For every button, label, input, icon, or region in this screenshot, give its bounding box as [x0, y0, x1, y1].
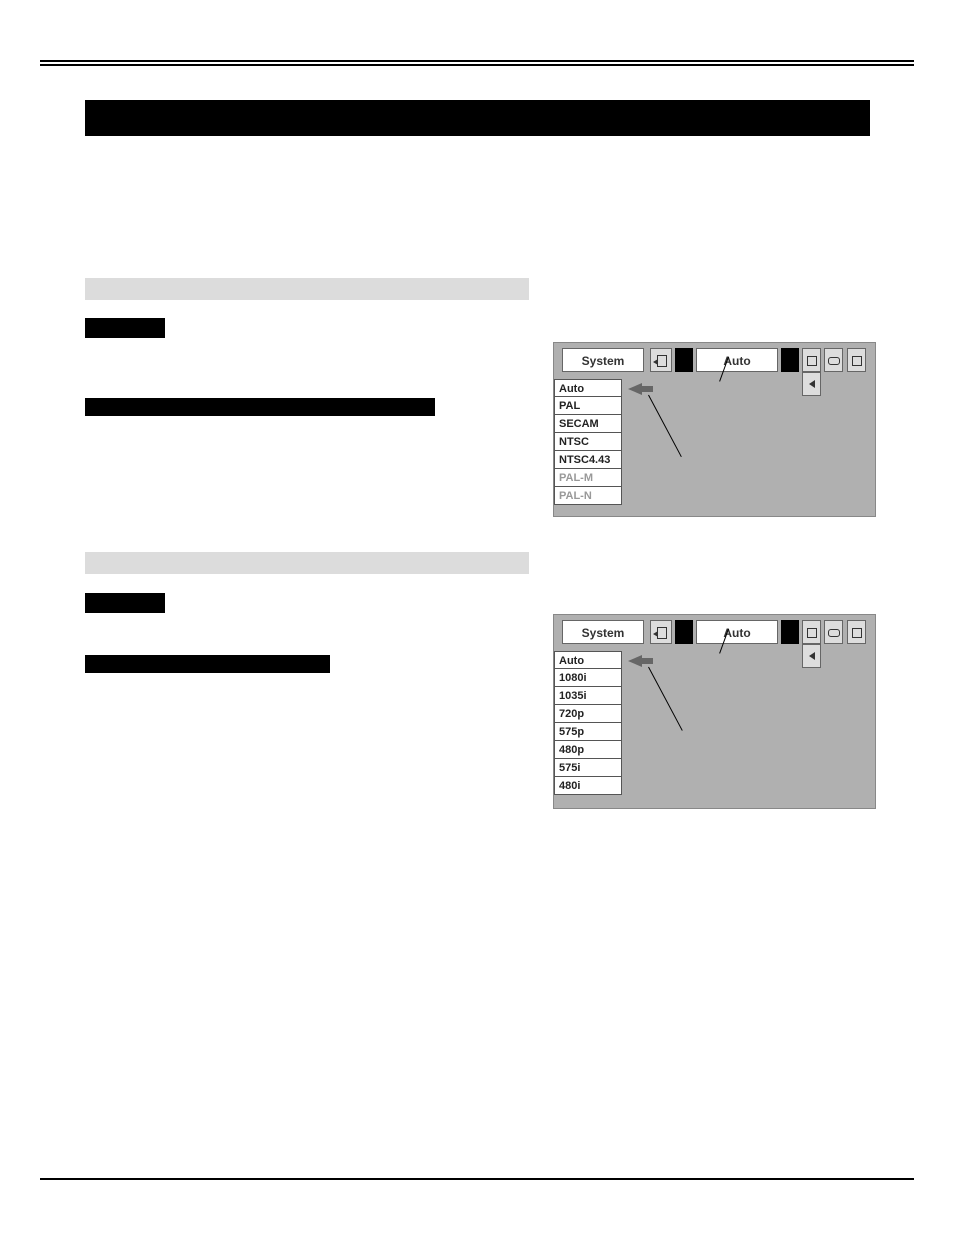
menu-icon-strip: [802, 348, 871, 372]
system-list-item[interactable]: Auto: [554, 651, 622, 669]
bracket-right: [781, 620, 799, 644]
pointer-arrow-icon: [628, 383, 642, 395]
screen-icon[interactable]: [847, 620, 866, 644]
system-list-item[interactable]: 575p: [554, 723, 622, 741]
system-list-item[interactable]: NTSC: [554, 433, 622, 451]
system-list-item[interactable]: 480p: [554, 741, 622, 759]
menu-icon-strip: [802, 620, 871, 644]
page-bottom-rule: [40, 1178, 914, 1180]
bracket-left: [675, 620, 693, 644]
av-system-list: AutoPALSECAMNTSCNTSC4.43PAL-MPAL-N: [554, 379, 622, 505]
nav-icon[interactable]: [802, 372, 821, 396]
menu-current-value[interactable]: Auto: [696, 348, 778, 372]
aspect-icon[interactable]: [802, 348, 821, 372]
body-black-bar-1: [85, 398, 435, 416]
system-list-item[interactable]: PAL-M: [554, 469, 622, 487]
aspect-icon[interactable]: [802, 620, 821, 644]
component-system-list: Auto1080i1035i720p575p480p575i480i: [554, 651, 622, 795]
body-black-bar-2: [85, 655, 330, 673]
system-list-item[interactable]: 575i: [554, 759, 622, 777]
system-list-item[interactable]: 1080i: [554, 669, 622, 687]
system-list-item[interactable]: 720p: [554, 705, 622, 723]
menu-title: System: [562, 620, 644, 644]
system-list-item[interactable]: NTSC4.43: [554, 451, 622, 469]
system-list-item[interactable]: Auto: [554, 379, 622, 397]
bracket-left: [675, 348, 693, 372]
subsection-gray-bar-2: [85, 552, 529, 574]
system-list-item[interactable]: 1035i: [554, 687, 622, 705]
back-icon[interactable]: [650, 348, 672, 372]
system-list-item[interactable]: 480i: [554, 777, 622, 795]
av-system-menu-panel: System Auto AutoPALSECAMNTSCNTSC4.43PAL-…: [553, 342, 876, 517]
callout-line-list: [648, 667, 683, 731]
system-list-item[interactable]: PAL-N: [554, 487, 622, 505]
pointer-arrow-icon: [628, 655, 642, 667]
menu-topbar: System Auto: [562, 348, 871, 374]
bracket-right: [781, 348, 799, 372]
system-list-item[interactable]: PAL: [554, 397, 622, 415]
menu-current-value[interactable]: Auto: [696, 620, 778, 644]
callout-line-list: [648, 395, 682, 457]
label-black-bar-2: [85, 593, 165, 613]
subsection-gray-bar-1: [85, 278, 529, 300]
adjust-icon[interactable]: [824, 348, 843, 372]
nav-icon[interactable]: [802, 644, 821, 668]
menu-topbar: System Auto: [562, 620, 871, 646]
label-black-bar-1: [85, 318, 165, 338]
system-list-item[interactable]: SECAM: [554, 415, 622, 433]
menu-title: System: [562, 348, 644, 372]
component-system-menu-panel: System Auto Auto1080i1035i720p575p480p57…: [553, 614, 876, 809]
screen-icon[interactable]: [847, 348, 866, 372]
back-icon[interactable]: [650, 620, 672, 644]
adjust-icon[interactable]: [824, 620, 843, 644]
page-top-rule: [40, 60, 914, 66]
section-header-bar: [85, 100, 870, 136]
